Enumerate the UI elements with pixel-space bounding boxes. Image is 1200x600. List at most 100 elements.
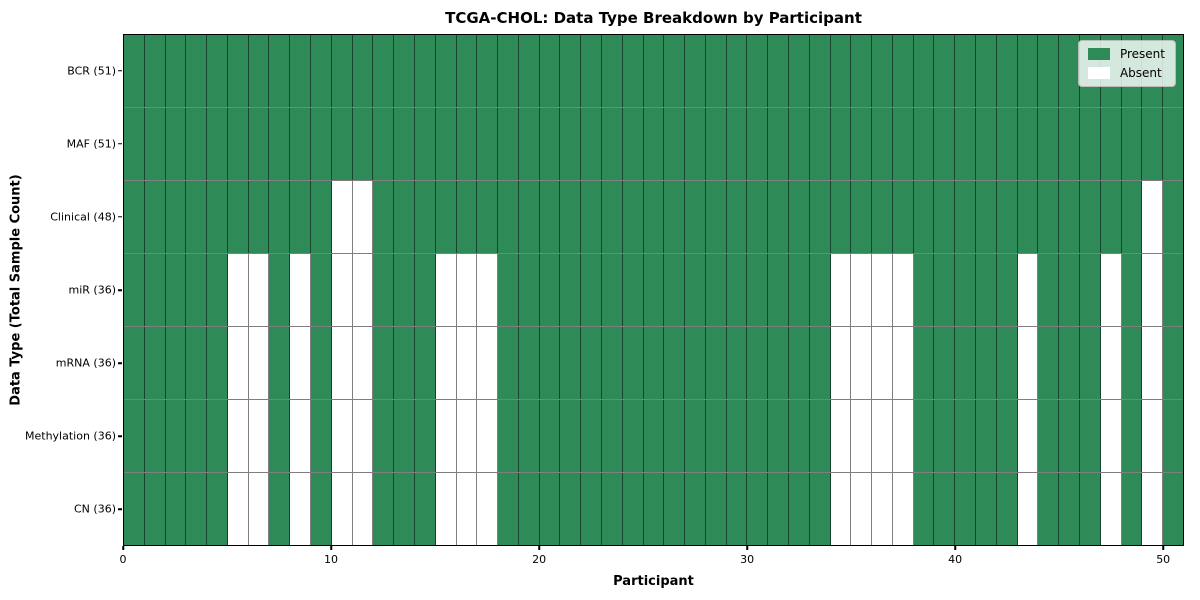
heatmap-row-Clinical — [124, 181, 1183, 254]
heatmap-cell — [498, 35, 519, 107]
heatmap-cell — [726, 181, 748, 253]
heatmap-cell — [144, 35, 166, 107]
heatmap-cell — [996, 181, 1018, 253]
heatmap-cell — [726, 35, 748, 107]
heatmap-cell — [747, 108, 769, 180]
heatmap-cell — [851, 254, 873, 326]
heatmap-row-MAF — [124, 108, 1183, 181]
heatmap-cell — [435, 400, 457, 472]
heatmap-cell — [581, 108, 602, 180]
heatmap-cell — [560, 400, 582, 472]
heatmap-cell — [435, 181, 457, 253]
heatmap-cell — [560, 327, 582, 399]
heatmap-cell — [1163, 254, 1183, 326]
heatmap-cell — [1121, 327, 1143, 399]
heatmap-cell — [269, 327, 291, 399]
heatmap-cell — [705, 400, 727, 472]
x-tick-mark — [1162, 546, 1164, 550]
heatmap-cell — [664, 254, 686, 326]
heatmap-cell — [913, 108, 935, 180]
heatmap-cell — [705, 327, 727, 399]
heatmap-cell — [373, 35, 395, 107]
heatmap-cell — [227, 327, 249, 399]
heatmap-cell — [435, 254, 457, 326]
heatmap-cell — [685, 35, 706, 107]
heatmap-cell — [1017, 108, 1039, 180]
legend-label: Present — [1119, 47, 1165, 61]
y-tick-mark — [118, 362, 122, 364]
heatmap-cell — [1142, 108, 1164, 180]
heatmap-cell — [414, 35, 436, 107]
heatmap-cell — [643, 473, 665, 545]
heatmap-cell — [934, 400, 956, 472]
heatmap-cell — [747, 473, 769, 545]
heatmap-cell — [934, 181, 956, 253]
heatmap-cell — [539, 181, 561, 253]
heatmap-cell — [996, 400, 1018, 472]
legend-item-present: Present — [1087, 47, 1165, 61]
heatmap-cell — [456, 327, 478, 399]
heatmap-cell — [1017, 35, 1039, 107]
heatmap-cell — [207, 473, 228, 545]
heatmap-cell — [892, 181, 914, 253]
heatmap-cell — [705, 35, 727, 107]
heatmap-cell — [331, 254, 353, 326]
heatmap-cell — [290, 400, 312, 472]
heatmap-cell — [227, 181, 249, 253]
heatmap-cell — [477, 473, 499, 545]
heatmap-cell — [144, 108, 166, 180]
heatmap-cell — [872, 400, 893, 472]
heatmap-cell — [747, 181, 769, 253]
x-tick-mark — [122, 546, 124, 550]
heatmap-cell — [498, 181, 519, 253]
heatmap-cell — [311, 473, 332, 545]
legend-swatch-absent — [1087, 67, 1110, 79]
heatmap-cell — [1142, 473, 1164, 545]
heatmap-cell — [456, 35, 478, 107]
heatmap-cell — [955, 254, 977, 326]
heatmap-cell — [664, 327, 686, 399]
heatmap-cell — [1038, 181, 1060, 253]
x-tick-label-50: 50 — [1156, 553, 1171, 566]
heatmap-cell — [373, 108, 395, 180]
heatmap-cell — [1079, 473, 1101, 545]
heatmap-cell — [830, 181, 852, 253]
heatmap-cell — [809, 181, 831, 253]
heatmap-cell — [352, 400, 374, 472]
heatmap-cell — [789, 181, 810, 253]
heatmap-cell — [789, 108, 810, 180]
heatmap-cell — [414, 108, 436, 180]
heatmap-cell — [830, 108, 852, 180]
heatmap-cell — [311, 327, 332, 399]
heatmap-cell — [747, 254, 769, 326]
heatmap-cell — [477, 254, 499, 326]
heatmap-cell — [726, 108, 748, 180]
heatmap-cell — [518, 327, 540, 399]
heatmap-row-CN — [124, 473, 1183, 545]
heatmap-cell — [498, 473, 519, 545]
heatmap-cell — [872, 254, 893, 326]
heatmap-cell — [518, 35, 540, 107]
heatmap-cell — [1079, 108, 1101, 180]
heatmap-cell — [435, 327, 457, 399]
heatmap-cell — [872, 327, 893, 399]
heatmap-cell — [913, 473, 935, 545]
heatmap-cell — [144, 254, 166, 326]
y-tick-label-CN: CN (36) — [74, 502, 116, 516]
heatmap-cell — [1121, 400, 1143, 472]
heatmap-cell — [955, 473, 977, 545]
heatmap-cell — [394, 108, 415, 180]
heatmap-cell — [913, 181, 935, 253]
heatmap-cell — [560, 35, 582, 107]
heatmap-cell — [1079, 400, 1101, 472]
heatmap-cell — [1059, 108, 1080, 180]
heatmap-cell — [1100, 327, 1122, 399]
heatmap-cell — [685, 181, 706, 253]
heatmap-cell — [851, 473, 873, 545]
heatmap-cell — [1017, 254, 1039, 326]
heatmap-cell — [394, 473, 415, 545]
heatmap-cell — [809, 473, 831, 545]
heatmap-cell — [955, 35, 977, 107]
heatmap-cell — [705, 254, 727, 326]
heatmap-cell — [1059, 327, 1080, 399]
